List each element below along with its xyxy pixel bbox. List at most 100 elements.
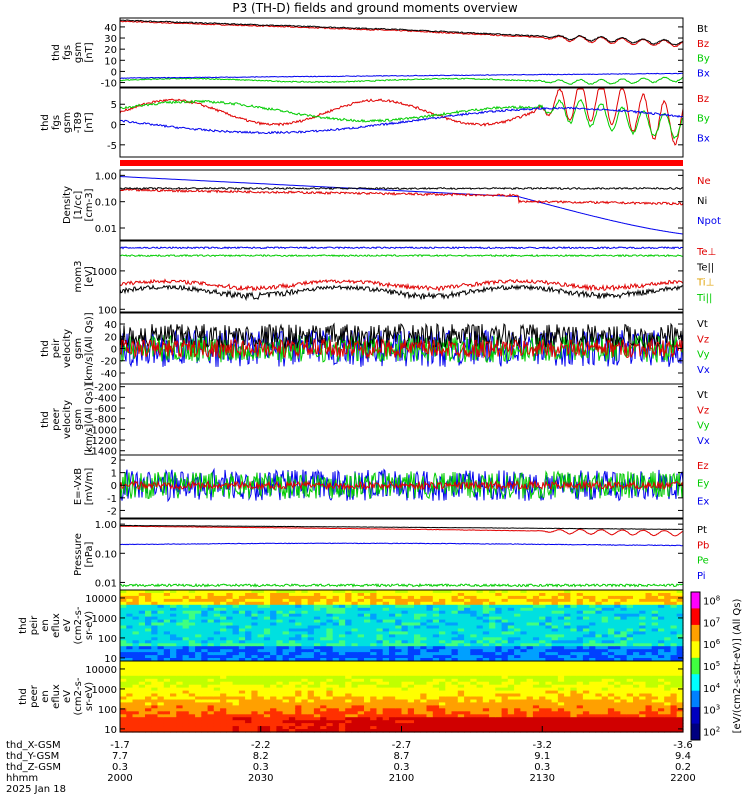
heatmap-cell	[589, 619, 597, 624]
heatmap-cell	[532, 590, 540, 594]
heatmap-cell	[157, 601, 165, 606]
heatmap-cell	[176, 634, 184, 638]
heatmap-cell	[439, 666, 446, 671]
heatmap-cell	[270, 693, 277, 698]
heatmap-cell	[476, 631, 484, 635]
heatmap-cell	[338, 598, 346, 603]
ephemeris-value: 2100	[389, 773, 414, 784]
heatmap-cell	[176, 655, 184, 659]
heatmap-cell	[364, 678, 371, 683]
heatmap-cell	[307, 593, 315, 597]
heatmap-cell	[476, 687, 484, 692]
heatmap-cell	[351, 616, 359, 621]
heatmap-cell	[345, 604, 353, 609]
heatmap-cell	[320, 625, 328, 630]
heatmap-cell	[282, 690, 290, 695]
heatmap-cell	[313, 595, 321, 600]
heatmap-cell	[664, 628, 672, 633]
heatmap-cell	[614, 604, 622, 609]
heatmap-cell	[614, 628, 622, 633]
heatmap-cell	[226, 649, 234, 653]
heatmap-cell	[357, 684, 365, 689]
heatmap-cell	[151, 684, 159, 689]
heatmap-cell	[626, 652, 634, 656]
heatmap-cell	[307, 664, 315, 668]
heatmap-cell	[370, 672, 378, 677]
heatmap-cell	[245, 666, 252, 671]
heatmap-cell	[414, 661, 421, 665]
heatmap-cell	[364, 604, 371, 609]
heatmap-cell	[482, 646, 490, 650]
heatmap-cell	[551, 595, 559, 600]
heatmap-cell	[395, 723, 403, 727]
heatmap-cell	[301, 666, 309, 671]
heatmap-cell	[645, 646, 653, 650]
heatmap-cell	[476, 661, 484, 665]
heatmap-cell	[501, 705, 509, 709]
heatmap-cell	[145, 634, 152, 638]
heatmap-cell	[570, 723, 578, 727]
heatmap-cell	[145, 616, 152, 621]
heatmap-cell	[532, 619, 540, 624]
heatmap-cell	[301, 604, 309, 609]
heatmap-cell	[201, 646, 209, 650]
heatmap-cell	[470, 625, 478, 630]
heatmap-cell	[201, 658, 209, 662]
heatmap-cell	[595, 726, 603, 730]
heatmap-cell	[301, 726, 309, 730]
heatmap-cell	[163, 717, 171, 721]
heatmap-cell	[232, 590, 240, 594]
heatmap-cell	[351, 723, 359, 727]
heatmap-cell	[539, 699, 546, 704]
heatmap-cell	[507, 708, 515, 712]
heatmap-cell	[670, 649, 678, 653]
heatmap-cell	[670, 666, 678, 671]
heatmap-cell	[382, 708, 390, 712]
heatmap-cell	[601, 687, 609, 692]
heatmap-cell	[182, 717, 190, 721]
heatmap-cell	[414, 652, 421, 656]
heatmap-cell	[651, 711, 659, 715]
heatmap-cell	[426, 622, 434, 627]
heatmap-cell	[489, 714, 496, 718]
heatmap-cell	[351, 661, 359, 665]
heatmap-cell	[332, 678, 340, 683]
heatmap-cell	[132, 610, 140, 615]
heatmap-cell	[532, 613, 540, 618]
heatmap-cell	[457, 625, 465, 630]
heatmap-cell	[645, 720, 653, 724]
y-axis-label: thd	[40, 114, 51, 131]
heatmap-cell	[520, 625, 528, 630]
heatmap-cell	[263, 666, 271, 671]
heatmap-cell	[576, 675, 584, 680]
heatmap-cell	[401, 610, 409, 615]
heatmap-cell	[539, 622, 546, 627]
heatmap-cell	[288, 714, 296, 718]
heatmap-cell	[163, 655, 171, 659]
heatmap-cell	[170, 631, 177, 635]
heatmap-cell	[238, 655, 246, 659]
heatmap-cell	[220, 726, 227, 730]
heatmap-cell	[614, 607, 622, 612]
heatmap-cell	[582, 664, 590, 668]
heatmap-cell	[495, 720, 503, 724]
heatmap-cell	[676, 696, 684, 701]
y-tick-label: -200	[94, 383, 117, 394]
heatmap-cell	[645, 672, 653, 677]
heatmap-cell	[157, 628, 165, 633]
heatmap-cell	[401, 681, 409, 686]
heatmap-cell	[526, 601, 534, 606]
heatmap-cell	[138, 616, 146, 621]
heatmap-cell	[551, 598, 559, 603]
heatmap-cell	[507, 675, 515, 680]
heatmap-cell	[157, 637, 165, 641]
heatmap-cell	[364, 655, 371, 659]
heatmap-cell	[313, 619, 321, 624]
heatmap-cell	[389, 634, 396, 638]
heatmap-cell	[376, 702, 384, 706]
heatmap-cell	[301, 711, 309, 715]
heatmap-cell	[295, 604, 303, 609]
heatmap-cell	[495, 625, 503, 630]
heatmap-cell	[207, 664, 215, 668]
heatmap-cell	[132, 604, 140, 609]
